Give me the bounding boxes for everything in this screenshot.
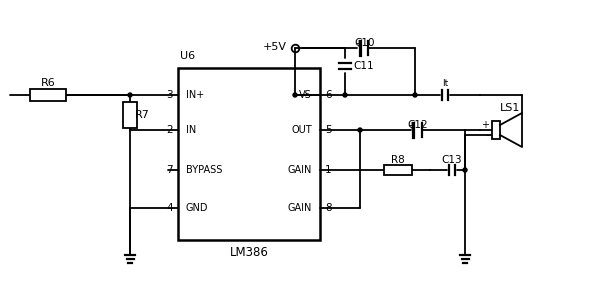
Text: 5: 5 — [325, 125, 332, 135]
Text: -: - — [485, 130, 489, 140]
Text: C12: C12 — [408, 120, 429, 130]
Text: GAIN: GAIN — [288, 165, 312, 175]
Text: IN+: IN+ — [186, 90, 204, 100]
Text: VS: VS — [299, 90, 312, 100]
Text: It: It — [442, 80, 448, 89]
Bar — [123, 102, 137, 128]
Text: 4: 4 — [166, 203, 173, 213]
Text: C10: C10 — [355, 38, 375, 48]
Text: R7: R7 — [134, 110, 149, 120]
Bar — [384, 165, 412, 175]
Text: R6: R6 — [41, 78, 56, 88]
Text: C11: C11 — [353, 61, 374, 71]
Bar — [30, 89, 66, 101]
Bar — [492, 121, 500, 139]
Text: 2: 2 — [166, 125, 173, 135]
Text: LS1: LS1 — [500, 103, 520, 113]
Text: GAIN: GAIN — [288, 203, 312, 213]
Text: LM386: LM386 — [230, 245, 268, 259]
Text: 3: 3 — [166, 90, 173, 100]
Text: +: + — [407, 121, 415, 131]
Circle shape — [358, 128, 362, 132]
Text: 6: 6 — [325, 90, 332, 100]
Circle shape — [343, 93, 347, 97]
Circle shape — [413, 93, 417, 97]
Text: 7: 7 — [166, 165, 173, 175]
Text: 1: 1 — [325, 165, 332, 175]
Bar — [178, 68, 320, 240]
Text: R8: R8 — [391, 155, 405, 165]
Text: GND: GND — [186, 203, 208, 213]
Text: +5V: +5V — [263, 42, 287, 52]
Circle shape — [293, 93, 297, 97]
Text: OUT: OUT — [291, 125, 312, 135]
Text: C13: C13 — [442, 155, 462, 165]
Text: BYPASS: BYPASS — [186, 165, 223, 175]
Circle shape — [128, 93, 132, 97]
Circle shape — [463, 168, 467, 172]
Text: +: + — [354, 39, 362, 49]
Text: U6: U6 — [180, 51, 195, 61]
Text: IN: IN — [186, 125, 197, 135]
Text: +: + — [481, 120, 489, 130]
Text: 8: 8 — [325, 203, 332, 213]
